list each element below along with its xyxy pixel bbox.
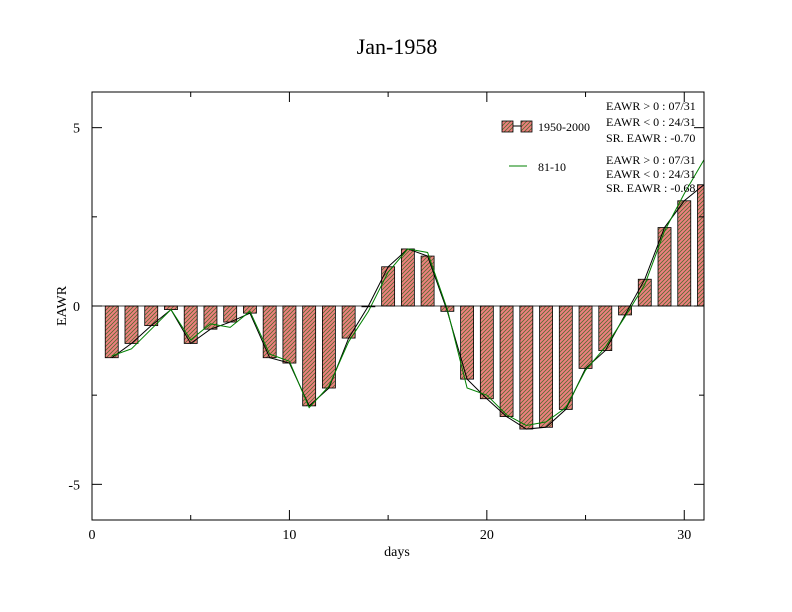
bar-day-20 xyxy=(479,305,494,400)
y-tick-label-0: 0 xyxy=(73,300,80,315)
y-tick-label-5: 5 xyxy=(73,122,80,137)
bar-day-17 xyxy=(420,255,435,307)
bar-day-11 xyxy=(302,305,317,407)
annotation-sr-value-1: SR. EAWR : -0.70 xyxy=(606,131,695,145)
legend: 1950-2000 81-10 EAWR > 0 : 07/31 EAWR < … xyxy=(501,99,696,195)
bar-day-9 xyxy=(262,305,277,359)
bar-day-24 xyxy=(558,305,573,410)
bar-day-21 xyxy=(499,305,514,417)
bar-day-3 xyxy=(144,305,159,327)
bar-day-13 xyxy=(341,305,356,339)
y-tick-label--5: -5 xyxy=(68,478,80,493)
bar-day-2 xyxy=(124,305,139,344)
legend-label-81-10: 81-10 xyxy=(538,160,566,174)
x-tick-label-10: 10 xyxy=(282,528,296,543)
line-1950-2000 xyxy=(111,184,704,430)
legend-bar-swatch-left xyxy=(501,120,514,133)
bar-day-22 xyxy=(519,305,534,430)
y-axis-label: EAWR xyxy=(55,285,70,326)
line-series xyxy=(92,159,704,430)
x-axis-label: days xyxy=(384,545,410,560)
x-tick-label-0: 0 xyxy=(89,528,96,543)
annotation-negative-count-1: EAWR < 0 : 24/31 xyxy=(606,115,696,129)
bar-day-1 xyxy=(104,305,119,359)
bar-day-31 xyxy=(697,184,704,307)
legend-label-1950-2000: 1950-2000 xyxy=(538,120,590,134)
bar-day-23 xyxy=(539,305,553,428)
bar-day-16 xyxy=(400,248,415,307)
axis-ticks: 0 10 20 30 -5 0 5 xyxy=(68,92,704,543)
annotation-negative-count-2: EAWR < 0 : 24/31 xyxy=(606,167,696,181)
bar-day-26 xyxy=(598,305,613,351)
chart-title: Jan-1958 xyxy=(357,34,438,59)
bar-day-10 xyxy=(282,305,297,364)
annotation-positive-count-2: EAWR > 0 : 07/31 xyxy=(606,153,696,167)
bar-day-6 xyxy=(203,305,218,330)
legend-bar-swatch-right xyxy=(520,120,533,133)
x-tick-label-20: 20 xyxy=(480,528,494,543)
annotation-sr-value-2: SR. EAWR : -0.68 xyxy=(606,181,695,195)
bar-day-30 xyxy=(677,200,692,307)
x-tick-label-30: 30 xyxy=(677,528,691,543)
line-81-10 xyxy=(111,159,704,427)
bar-series xyxy=(104,184,704,430)
bar-day-5 xyxy=(183,305,198,344)
bar-day-25 xyxy=(578,305,593,369)
annotation-positive-count-1: EAWR > 0 : 07/31 xyxy=(606,99,696,113)
